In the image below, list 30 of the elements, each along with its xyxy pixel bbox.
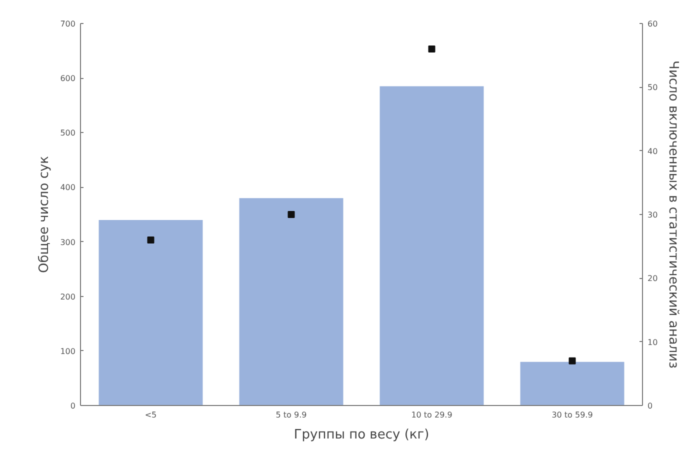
y-tick-label: 700 bbox=[60, 20, 76, 28]
x-tick-label: <5 bbox=[144, 410, 157, 420]
bar bbox=[380, 86, 484, 406]
y-tick-label: 500 bbox=[60, 128, 76, 138]
y2-tick-label: 10 bbox=[648, 338, 658, 347]
point bbox=[288, 211, 295, 218]
y2-tick-label: 30 bbox=[648, 210, 658, 220]
y-tick-label: 300 bbox=[60, 238, 76, 247]
y-tick-label: 600 bbox=[60, 74, 76, 84]
y-axis-title: Общее число сук bbox=[37, 156, 52, 273]
y2-tick-label: 20 bbox=[648, 274, 658, 284]
point bbox=[568, 357, 576, 364]
y-tick-label: 400 bbox=[60, 183, 76, 192]
y2-tick-label: 0 bbox=[648, 402, 653, 410]
bar bbox=[520, 362, 624, 406]
x-tick-label: 5 to 9.9 bbox=[276, 410, 307, 420]
y2-tick-label: 50 bbox=[648, 83, 658, 92]
bar bbox=[239, 198, 344, 406]
y2-tick-label: 40 bbox=[648, 146, 658, 156]
x-axis-title: Группы по весу (кг) bbox=[294, 428, 430, 442]
y-tick-label: 0 bbox=[70, 402, 76, 410]
y-tick-label: 100 bbox=[60, 346, 76, 356]
bar bbox=[98, 220, 203, 406]
point bbox=[147, 236, 154, 244]
y-tick-label: 200 bbox=[60, 292, 76, 302]
x-tick-label: 30 to 59.9 bbox=[552, 410, 593, 420]
y2-axis-title: Число включенных в статистический анализ bbox=[666, 60, 681, 369]
point bbox=[428, 45, 436, 52]
y2-tick-label: 60 bbox=[648, 20, 658, 28]
x-tick-label: 10 to 29.9 bbox=[411, 410, 452, 420]
